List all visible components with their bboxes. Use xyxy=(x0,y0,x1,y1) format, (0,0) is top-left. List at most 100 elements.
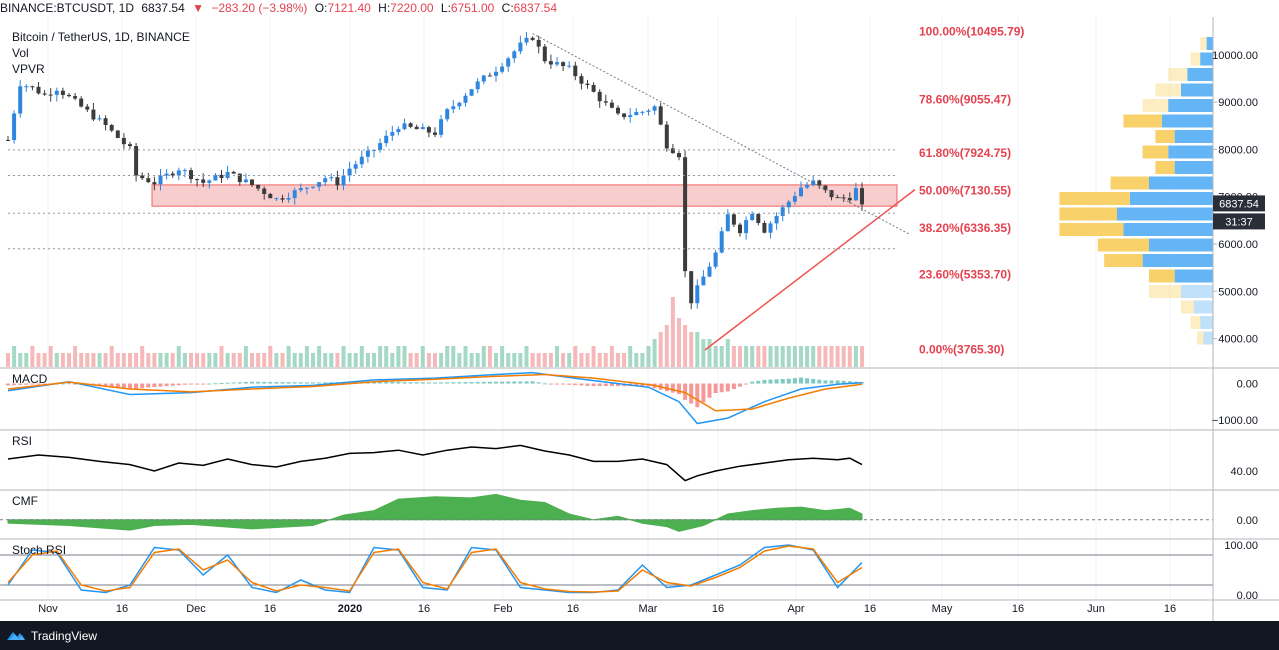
volume-bar xyxy=(670,297,675,367)
macd-histogram-bar xyxy=(207,383,212,385)
volume-bar xyxy=(591,346,596,367)
volume-bar xyxy=(91,353,96,367)
volume-bar xyxy=(567,353,572,367)
candle-body xyxy=(347,168,352,176)
symbol-label[interactable]: BINANCE:BTCUSDT, 1D xyxy=(0,1,135,15)
candle-body xyxy=(60,90,65,95)
macd-histogram-bar xyxy=(329,382,334,384)
candle-body xyxy=(121,137,126,145)
volume-bar xyxy=(335,353,340,367)
volume-bar xyxy=(823,346,828,367)
macd-histogram-bar xyxy=(481,381,486,384)
candle-body xyxy=(494,71,498,76)
macd-histogram-bar xyxy=(140,383,145,389)
vpvr-down-bar xyxy=(1097,238,1149,252)
macd-histogram-bar xyxy=(30,383,35,385)
low-value: 6751.00 xyxy=(450,1,495,15)
price-change: −283.20 (−3.98%) xyxy=(211,1,308,15)
macd-histogram-bar xyxy=(115,383,120,388)
volume-bar xyxy=(707,339,712,367)
volume-bar xyxy=(152,353,157,367)
tradingview-logo-icon[interactable] xyxy=(6,628,26,642)
candle-body xyxy=(628,115,633,118)
candle-body xyxy=(695,285,700,304)
volume-bar xyxy=(146,353,151,367)
macd-histogram-bar xyxy=(152,383,157,388)
macd-histogram-bar xyxy=(719,383,724,393)
candle-body xyxy=(609,102,614,108)
candle-body xyxy=(457,102,462,107)
y-tick-label: 5000.00 xyxy=(1218,286,1258,298)
candle-body xyxy=(451,106,456,110)
close-label: C: xyxy=(501,1,514,15)
volume-bar xyxy=(390,353,395,367)
volume-bar xyxy=(134,353,139,367)
candle-body xyxy=(823,185,828,191)
volume-bar xyxy=(231,353,236,367)
vpvr-up-bar xyxy=(1181,285,1213,298)
fib-level-label: 23.60%(5353.70) xyxy=(919,268,1011,282)
volume-bar xyxy=(683,325,688,367)
volume-bar xyxy=(603,353,608,367)
candle-body xyxy=(170,173,175,176)
volume-bar xyxy=(128,353,132,367)
macd-histogram-bar xyxy=(512,381,517,384)
volume-bar xyxy=(262,353,267,367)
macd-histogram-bar xyxy=(12,383,17,386)
volume-bar xyxy=(719,346,724,367)
volume-bar xyxy=(304,346,309,367)
vpvr-down-bar xyxy=(1190,316,1201,329)
volume-bar xyxy=(799,346,803,367)
candle-body xyxy=(250,179,254,185)
candle-body xyxy=(817,180,822,186)
volume-bar xyxy=(243,346,248,367)
descending-trendline xyxy=(532,33,911,236)
candle-body xyxy=(475,81,480,90)
candle-body xyxy=(67,94,71,97)
volume-bar xyxy=(189,353,193,367)
volume-bar xyxy=(298,353,303,367)
volume-bar xyxy=(109,346,114,367)
macd-histogram-bar xyxy=(731,383,736,389)
chart-svg[interactable]: 100.00%(10495.79) 78.60%(9055.47) 61.80%(7… xyxy=(0,17,1279,621)
volume-bar xyxy=(359,346,364,367)
macd-histogram-bar xyxy=(738,383,742,387)
vpvr-down-bar xyxy=(1190,52,1201,66)
candle-body xyxy=(353,164,358,169)
macd-histogram-bar xyxy=(841,380,846,384)
candle-body xyxy=(689,271,694,304)
candle-body xyxy=(225,171,230,178)
open-value: 7121.40 xyxy=(327,1,371,15)
vpvr-down-bar xyxy=(1110,176,1149,190)
macd-histogram-bar xyxy=(567,383,572,385)
x-tick-label: 16 xyxy=(567,603,579,615)
candle-body xyxy=(396,129,401,133)
macd-histogram-bar xyxy=(384,381,389,384)
candle-body xyxy=(414,126,419,130)
y-tick-label: 6000.00 xyxy=(1218,239,1258,251)
candle-body xyxy=(219,174,224,178)
volume-bar xyxy=(518,353,523,367)
candle-body xyxy=(768,223,773,233)
vpvr-up-bar xyxy=(1168,145,1213,159)
macd-histogram-bar xyxy=(189,383,193,385)
candle-body xyxy=(207,180,212,183)
candle-body xyxy=(707,266,712,277)
macd-histogram-bar xyxy=(231,382,236,384)
macd-histogram-bar xyxy=(774,379,779,384)
chart-area[interactable]: 100.00%(10495.79) 78.60%(9055.47) 61.80%(7… xyxy=(0,17,1279,621)
macd-histogram-bar xyxy=(323,382,328,384)
volume-bar xyxy=(42,353,47,367)
volume-bar xyxy=(652,339,657,367)
fib-level-label: 61.80%(7924.75) xyxy=(919,146,1011,160)
macd-histogram-bar xyxy=(518,381,523,384)
candle-body xyxy=(439,119,444,135)
vpvr-down-bar xyxy=(1059,223,1124,236)
volume-bar xyxy=(634,353,639,367)
pane-title: MACD xyxy=(12,372,48,386)
candle-body xyxy=(433,132,437,135)
indicator-line-d xyxy=(7,545,863,593)
volume-bar xyxy=(329,353,334,367)
candle-body xyxy=(262,188,267,194)
brand-label[interactable]: TradingView xyxy=(31,629,98,643)
